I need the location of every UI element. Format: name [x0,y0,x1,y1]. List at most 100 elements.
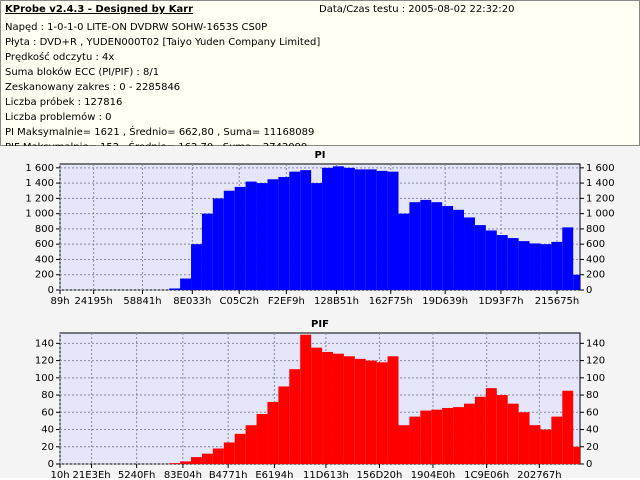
y2-tick-label: 400 [586,254,605,265]
bar [322,167,333,290]
bar [180,461,192,464]
bar [322,351,333,464]
x-tick-label: 83E04h [164,470,202,480]
bar [409,202,421,290]
bar [365,169,377,290]
x-tick-label: 19D639h [422,296,468,307]
y-tick-label: 20 [41,442,54,453]
bar [256,183,268,290]
bar [343,356,355,464]
bar [485,230,497,290]
bar [518,241,530,290]
bar [212,198,224,290]
bar [300,334,312,464]
info-line: Napęd : 1-0-1-0 LITE-ON DVDRW SOHW-1653S… [5,22,268,33]
x-tick-label: 8E033h [173,296,211,307]
y-tick-label: 400 [35,254,54,265]
bar [201,453,213,464]
x-tick-label: 1D93F7h [478,296,523,307]
x-tick-label: 24195h [75,296,113,307]
bar [365,360,377,464]
bar [420,199,432,290]
x-tick-label: 89h [50,296,69,307]
y-tick-label: 80 [41,390,54,401]
bar [201,213,213,290]
bar [234,186,246,290]
bar [485,388,497,464]
y2-tick-label: 1 200 [586,193,615,204]
y2-tick-label: 1 400 [586,178,615,189]
info-line: Liczba problemów : 0 [5,112,112,123]
info-line: Liczba próbek : 127816 [5,97,123,108]
y-tick-label: 1 200 [25,193,54,204]
x-tick-label: C05C2h [220,296,259,307]
bar [431,202,443,290]
y-tick-label: 40 [41,425,54,436]
bar [453,209,465,290]
x-tick-label: B4771h [209,470,248,480]
y-tick-label: 100 [35,373,54,384]
bar [223,442,235,464]
bar [354,169,366,290]
bar [289,369,301,464]
y2-tick-label: 1 000 [586,209,615,220]
bar [169,288,181,290]
bar [496,395,508,464]
bar [343,167,355,290]
test-date: Data/Czas testu : 2005-08-02 22:32:20 [319,4,515,15]
bar [376,170,388,290]
y2-tick-label: 1 600 [586,163,615,174]
y-tick-label: 1 600 [25,163,54,174]
bar [474,396,486,464]
bar [212,448,224,464]
info-line: PI Maksymalnie= 1621 , Średnio= 662,80 ,… [5,127,315,138]
bar [518,412,530,464]
bar [442,407,454,464]
x-tick-label: 1904E0h [411,470,455,480]
bar [573,274,580,290]
bar [191,244,202,290]
x-tick-label: 5240Fh [118,470,156,480]
bar [278,176,290,290]
bar [562,227,574,290]
y2-tick-label: 20 [586,442,599,453]
bar [387,356,399,464]
y-tick-label: 140 [35,338,54,349]
bar [562,390,574,464]
y-tick-label: 1 400 [25,178,54,189]
bar [420,410,432,464]
bar [551,416,563,464]
y2-tick-label: 200 [586,270,605,281]
y2-tick-label: 100 [586,373,605,384]
bar [169,463,181,464]
x-tick-label: 1C9E06h [464,470,509,480]
chart-title: PIF [311,319,329,330]
bar [180,278,192,290]
bar [387,171,399,290]
info-line: Suma bloków ECC (PI/PIF) : 8/1 [5,67,160,78]
x-tick-label: E6194h [255,470,293,480]
bar [311,347,323,464]
bar [354,358,366,464]
x-tick-label: 202767h [517,470,562,480]
x-tick-label: 162F75h [369,296,413,307]
y-tick-label: 1 000 [25,209,54,220]
app-title: KProbe v2.4.3 - Designed by Karr [5,4,194,15]
bar [256,414,268,464]
bar [191,457,202,464]
bar [442,206,454,290]
bar [507,238,519,290]
bar [332,166,344,290]
bar [311,183,323,290]
bar [223,190,235,290]
bar [551,241,563,290]
y-tick-label: 800 [35,224,54,235]
y2-tick-label: 140 [586,338,605,349]
y2-tick-label: 60 [586,407,599,418]
bar [267,401,279,464]
bar [289,171,301,290]
chart-title: PI [314,150,325,161]
bar [529,243,541,290]
